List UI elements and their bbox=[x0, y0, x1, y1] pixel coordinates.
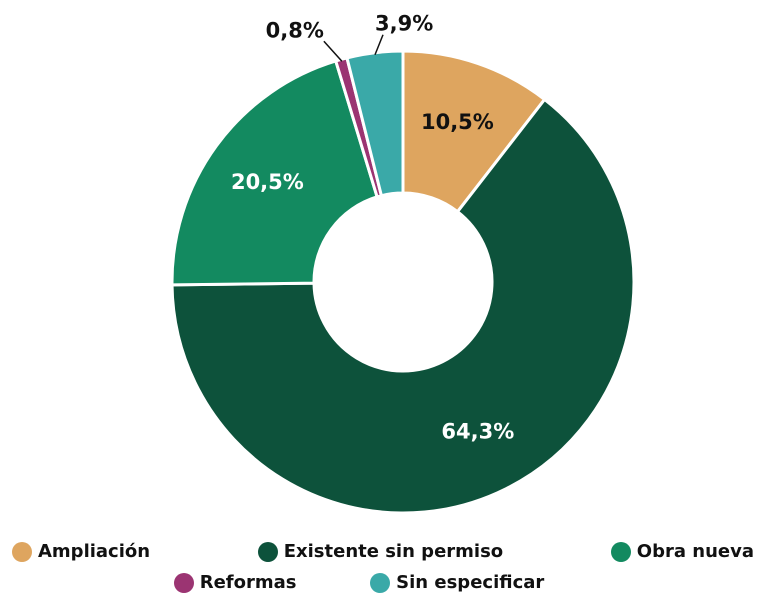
legend: Ampliación Existente sin permiso Obra nuev… bbox=[0, 536, 758, 597]
donut-slice bbox=[170, 59, 379, 287]
legend-label: Ampliación bbox=[38, 541, 151, 562]
legend-swatch bbox=[257, 541, 278, 562]
data-label: 64,3% bbox=[441, 419, 514, 443]
legend-item: Sin especificar bbox=[370, 572, 544, 593]
legend-item: Existente sin permiso bbox=[257, 541, 504, 562]
data-label: 10,5% bbox=[421, 110, 494, 134]
legend-label: Sin especificar bbox=[396, 572, 545, 593]
donut-slice bbox=[401, 49, 547, 214]
legend-swatch bbox=[370, 572, 391, 593]
legend-row: Reformas Sin especificar bbox=[0, 567, 758, 597]
legend-row: Ampliación Existente sin permiso Obra nuev… bbox=[0, 536, 758, 567]
legend-label: Obra nueva bbox=[636, 541, 754, 562]
leader-line bbox=[374, 34, 384, 55]
legend-label: Reformas bbox=[199, 572, 297, 593]
chart: 10,5% 64,3% 20,5% 0,8% 3,9% bbox=[170, 12, 636, 515]
legend-swatch bbox=[610, 541, 631, 562]
leader-line bbox=[323, 40, 343, 62]
legend-item: Ampliación bbox=[12, 541, 150, 562]
data-label: 3,9% bbox=[375, 12, 433, 36]
data-label: 0,8% bbox=[266, 18, 324, 42]
legend-swatch bbox=[12, 541, 32, 562]
legend-label: Existente sin permiso bbox=[283, 541, 504, 562]
donut-slice bbox=[170, 97, 636, 515]
legend-swatch bbox=[173, 572, 194, 593]
legend-item: Reformas bbox=[173, 572, 297, 593]
data-label: 20,5% bbox=[231, 170, 304, 194]
donut-slice bbox=[345, 49, 405, 198]
legend-item: Obra nueva bbox=[610, 541, 754, 562]
